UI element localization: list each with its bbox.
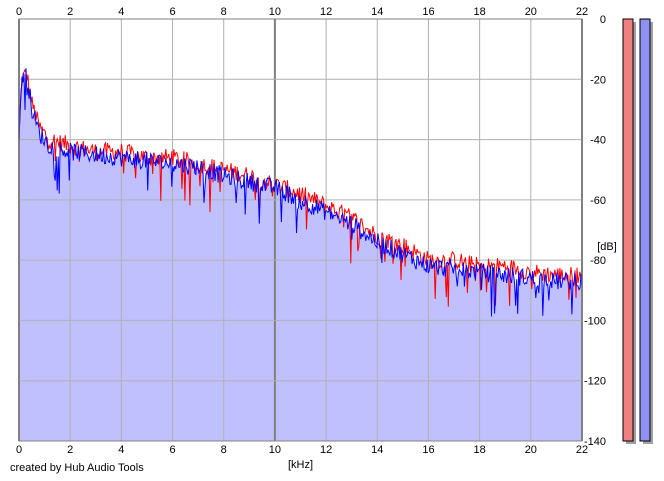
y-tick-label: 0 xyxy=(600,14,606,26)
x-tick-label-top: 8 xyxy=(221,6,227,18)
y-tick-label: -60 xyxy=(590,195,606,207)
x-tick-label-bottom: 4 xyxy=(118,444,124,456)
x-tick-label-top: 22 xyxy=(576,6,588,18)
y-axis-label: [dB] xyxy=(597,241,617,253)
x-tick-label-top: 12 xyxy=(320,6,332,18)
x-tick-label-top: 0 xyxy=(16,6,22,18)
plot-border xyxy=(18,18,583,442)
series-right-line xyxy=(18,68,583,317)
level-meter-left xyxy=(622,18,634,442)
x-tick-label-top: 16 xyxy=(422,6,434,18)
x-tick-label-bottom: 6 xyxy=(169,444,175,456)
x-tick-label-top: 6 xyxy=(169,6,175,18)
x-tick-label-top: 18 xyxy=(474,6,486,18)
x-tick-label-top: 4 xyxy=(118,6,124,18)
x-tick-label-top: 2 xyxy=(67,6,73,18)
x-tick-label-top: 10 xyxy=(269,6,281,18)
y-tick-label: -100 xyxy=(584,315,606,327)
x-tick-label-bottom: 8 xyxy=(221,444,227,456)
x-axis-label: [kHz] xyxy=(288,459,313,471)
x-tick-label-top: 14 xyxy=(371,6,383,18)
x-tick-label-bottom: 20 xyxy=(525,444,537,456)
x-tick-label-bottom: 18 xyxy=(474,444,486,456)
y-tick-label: -140 xyxy=(584,436,606,448)
spectrum-fill xyxy=(19,68,582,441)
x-tick-label-top: 20 xyxy=(525,6,537,18)
y-tick-label: -40 xyxy=(590,135,606,147)
x-tick-label-bottom: 12 xyxy=(320,444,332,456)
y-tick-label: -20 xyxy=(590,74,606,86)
x-tick-label-bottom: 16 xyxy=(422,444,434,456)
level-meter-right xyxy=(639,18,651,442)
x-tick-label-bottom: 2 xyxy=(67,444,73,456)
x-tick-label-bottom: 0 xyxy=(16,444,22,456)
x-tick-label-bottom: 10 xyxy=(269,444,281,456)
y-tick-label: -80 xyxy=(590,255,606,267)
credit-text: created by Hub Audio Tools xyxy=(10,462,144,474)
y-tick-label: -120 xyxy=(584,376,606,388)
x-tick-label-bottom: 22 xyxy=(576,444,588,456)
x-tick-label-bottom: 14 xyxy=(371,444,383,456)
